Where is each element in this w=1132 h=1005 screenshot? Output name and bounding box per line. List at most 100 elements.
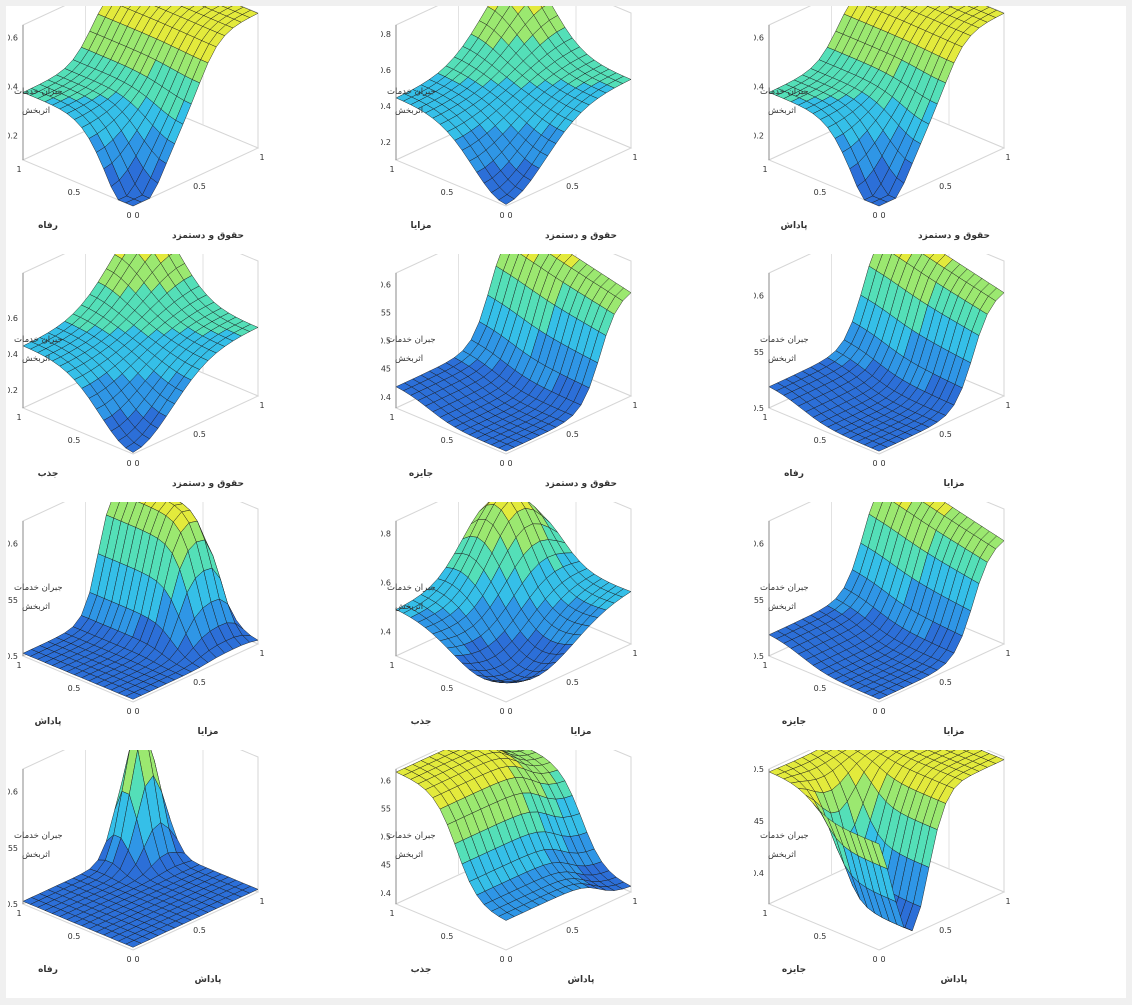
x-tick-label: 1: [259, 401, 264, 410]
surface-patch: [125, 692, 142, 700]
y-tick-label: 0: [872, 707, 877, 716]
surface-patch: [871, 691, 888, 700]
z-tick-label: 0.55: [381, 308, 391, 317]
z-axis-label-line2: اثربخش: [22, 850, 50, 860]
z-tick-label: 0.4: [754, 82, 764, 91]
x-tick-label: 0.5: [939, 926, 952, 935]
x-tick-label: 0.5: [193, 926, 206, 935]
z-tick-label: 0.45: [381, 365, 391, 374]
y-tick-label: 0.5: [68, 188, 81, 197]
y-tick-label: 0: [499, 955, 504, 964]
y-tick-label: 1: [16, 165, 21, 174]
surface-mesh: [22, 479, 259, 700]
z-axis-label-line1: جبران خدمات: [387, 831, 436, 841]
y-tick-label: 0.5: [441, 684, 454, 693]
y-tick-label: 0: [499, 211, 504, 220]
z-tick-label: 0.6: [8, 33, 18, 42]
y-tick-label: 1: [762, 909, 767, 918]
z-tick-label: 0.6: [381, 66, 391, 75]
y-tick-label: 1: [16, 661, 21, 670]
y-tick-label: 1: [389, 413, 394, 422]
y-tick-label: 0: [126, 707, 131, 716]
x-axis-label: مزایا: [943, 727, 964, 737]
x-axis-label: پاداش: [195, 975, 222, 985]
z-axis-label-line2: اثربخش: [22, 602, 50, 612]
x-tick-label: 0.5: [193, 678, 206, 687]
surface-plot-3: 0.2 0.4 0.6 0 0.5 1 0 0.5 1 حقوق و دستمزد پاداش جبر…: [751, 0, 1126, 254]
z-tick-label: 0.2: [8, 131, 18, 140]
z-tick-label: 0.6: [381, 776, 391, 785]
z-axis-label-line2: اثربخش: [395, 354, 423, 364]
y-tick-label: 0.5: [814, 932, 827, 941]
z-tick-label: 0.8: [381, 30, 391, 39]
x-tick-label: 1: [259, 897, 264, 906]
z-tick-label: 0.55: [754, 348, 764, 357]
z-axis-label-line1: جبران خدمات: [14, 583, 63, 593]
z-tick-label: 0.6: [8, 314, 18, 323]
z-tick-label: 0.55: [8, 844, 18, 853]
z-tick-label: 0.5: [8, 900, 18, 909]
z-tick-label: 0.5: [381, 337, 391, 346]
x-axis-label: حقوق و دستمزد: [172, 231, 244, 241]
surface-mesh: [395, 740, 632, 921]
x-tick-label: 1: [632, 401, 637, 410]
surface-svg: 0.4 0.6 0.8 0 0.5 1 0 0.5 1 مزایا جذب جبران خدمات اث…: [378, 462, 638, 737]
y-tick-label: 1: [762, 165, 767, 174]
x-tick-label: 1: [632, 649, 637, 658]
x-tick-label: 0: [134, 459, 139, 468]
z-tick-label: 0.6: [754, 33, 764, 42]
x-tick-label: 1: [1005, 897, 1010, 906]
surface-patch: [125, 442, 142, 453]
x-tick-label: 0.5: [566, 182, 579, 191]
surface-patch: [498, 194, 515, 205]
surface-mesh: [22, 0, 259, 207]
surface-svg: 0.2 0.4 0.6 0.8 0 0.5 1 0 0.5 1 حقوق و دستمزد مزایا…: [378, 0, 638, 241]
z-axis-label-line1: جبران خدمات: [14, 831, 63, 841]
x-tick-label: 0: [507, 955, 512, 964]
surface-mesh: [768, 468, 1005, 700]
y-tick-label: 0: [126, 211, 131, 220]
x-tick-label: 1: [1005, 401, 1010, 410]
y-axis-label: جایزه: [782, 717, 806, 727]
surface-plot-5: 0.4 0.45 0.5 0.55 0.6 0 0.5 1 0 0.5 1 حقوق و دستمزد…: [373, 214, 753, 502]
y-tick-label: 0: [499, 459, 504, 468]
surface-mesh: [768, 220, 1005, 452]
surface-patch: [871, 198, 888, 207]
y-axis-label: رفاه: [784, 469, 804, 479]
z-axis-label-line1: جبران خدمات: [387, 335, 436, 345]
y-tick-label: 0.5: [441, 436, 454, 445]
z-axis-label-line1: جبران خدمات: [760, 583, 809, 593]
z-axis-label-line1: جبران خدمات: [14, 335, 63, 345]
y-axis-label: جایزه: [409, 469, 433, 479]
z-tick-label: 0.4: [381, 627, 391, 636]
y-tick-label: 0: [872, 459, 877, 468]
x-tick-label: 0: [134, 707, 139, 716]
z-tick-label: 0.5: [754, 652, 764, 661]
x-tick-label: 1: [632, 897, 637, 906]
z-tick-label: 0.5: [754, 404, 764, 413]
y-tick-label: 0.5: [814, 436, 827, 445]
y-axis-label: رفاه: [38, 965, 58, 975]
z-axis-label-line2: اثربخش: [768, 354, 796, 364]
z-tick-label: 0.6: [381, 578, 391, 587]
y-axis-label: پاداش: [781, 221, 808, 231]
x-tick-label: 1: [259, 649, 264, 658]
surface-mesh: [395, 220, 632, 452]
z-tick-label: 0.2: [8, 386, 18, 395]
surface-patch: [498, 912, 515, 921]
y-tick-label: 0.5: [68, 436, 81, 445]
x-tick-label: 0.5: [566, 926, 579, 935]
y-tick-label: 0: [872, 955, 877, 964]
x-tick-label: 0: [507, 211, 512, 220]
x-tick-label: 1: [1005, 153, 1010, 162]
y-tick-label: 1: [16, 909, 21, 918]
y-tick-label: 1: [16, 413, 21, 422]
z-tick-label: 0.4: [8, 350, 18, 359]
x-tick-label: 0.5: [566, 430, 579, 439]
surface-plot-8: 0.4 0.6 0.8 0 0.5 1 0 0.5 1 مزایا جذب جبران خدمات اث…: [378, 462, 753, 750]
z-tick-label: 0.2: [754, 131, 764, 140]
z-tick-label: 0.4: [381, 102, 391, 111]
